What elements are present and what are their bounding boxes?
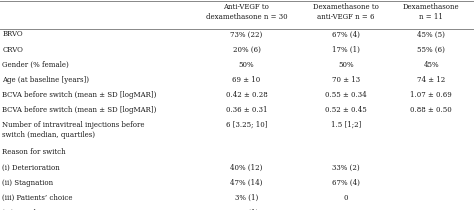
Text: 1.07 ± 0.69: 1.07 ± 0.69 [410, 91, 452, 99]
Text: 20% (6): 20% (6) [233, 46, 260, 54]
Text: CRVO: CRVO [2, 46, 23, 54]
Text: 3% (1): 3% (1) [235, 194, 258, 202]
Text: 55% (6): 55% (6) [418, 46, 445, 54]
Text: (i) Deterioration: (i) Deterioration [2, 164, 60, 172]
Text: Anti-VEGF to
dexamethasone n = 30: Anti-VEGF to dexamethasone n = 30 [206, 3, 287, 21]
Text: 0: 0 [344, 194, 348, 202]
Text: Dexamethasone
n = 11: Dexamethasone n = 11 [403, 3, 460, 21]
Text: (ii) Stagnation: (ii) Stagnation [2, 179, 54, 187]
Text: 40% (12): 40% (12) [230, 164, 263, 172]
Text: 67% (4): 67% (4) [332, 179, 360, 187]
Text: 0.42 ± 0.28: 0.42 ± 0.28 [226, 91, 267, 99]
Text: 0.52 ± 0.45: 0.52 ± 0.45 [325, 106, 367, 114]
Text: Dexamethasone to
anti-VEGF n = 6: Dexamethasone to anti-VEGF n = 6 [313, 3, 379, 21]
Text: 0.55 ± 0.34: 0.55 ± 0.34 [325, 91, 367, 99]
Text: Age (at baseline [years]): Age (at baseline [years]) [2, 76, 90, 84]
Text: 45% (5): 45% (5) [418, 30, 445, 38]
Text: 67% (4): 67% (4) [332, 30, 360, 38]
Text: 17% (1): 17% (1) [332, 46, 360, 54]
Text: 74 ± 12: 74 ± 12 [417, 76, 446, 84]
Text: 50%: 50% [338, 61, 354, 69]
Text: 3% (1): 3% (1) [235, 209, 258, 210]
Text: 0.88 ± 0.50: 0.88 ± 0.50 [410, 106, 452, 114]
Text: Reason for switch: Reason for switch [2, 148, 66, 156]
Text: 0: 0 [344, 209, 348, 210]
Text: Number of intravitreal injections before
switch (median, quartiles): Number of intravitreal injections before… [2, 121, 145, 139]
Text: 6 [3.25; 10]: 6 [3.25; 10] [226, 121, 267, 129]
Text: 69 ± 10: 69 ± 10 [232, 76, 261, 84]
Text: 73% (22): 73% (22) [230, 30, 263, 38]
Text: 1.5 [1;2]: 1.5 [1;2] [331, 121, 361, 129]
Text: (iii) Patients’ choice: (iii) Patients’ choice [2, 194, 73, 202]
Text: (iv) IOP decompensation: (iv) IOP decompensation [2, 209, 90, 210]
Text: 47% (14): 47% (14) [230, 179, 263, 187]
Text: 0.36 ± 0.31: 0.36 ± 0.31 [226, 106, 267, 114]
Text: BCVA before switch (mean ± SD [logMAR]): BCVA before switch (mean ± SD [logMAR]) [2, 106, 157, 114]
Text: 50%: 50% [239, 61, 254, 69]
Text: 45%: 45% [424, 61, 439, 69]
Text: 33% (2): 33% (2) [332, 164, 360, 172]
Text: BRVO: BRVO [2, 30, 23, 38]
Text: BCVA before switch (mean ± SD [logMAR]): BCVA before switch (mean ± SD [logMAR]) [2, 91, 157, 99]
Text: 70 ± 13: 70 ± 13 [332, 76, 360, 84]
Text: Gender (% female): Gender (% female) [2, 61, 69, 69]
